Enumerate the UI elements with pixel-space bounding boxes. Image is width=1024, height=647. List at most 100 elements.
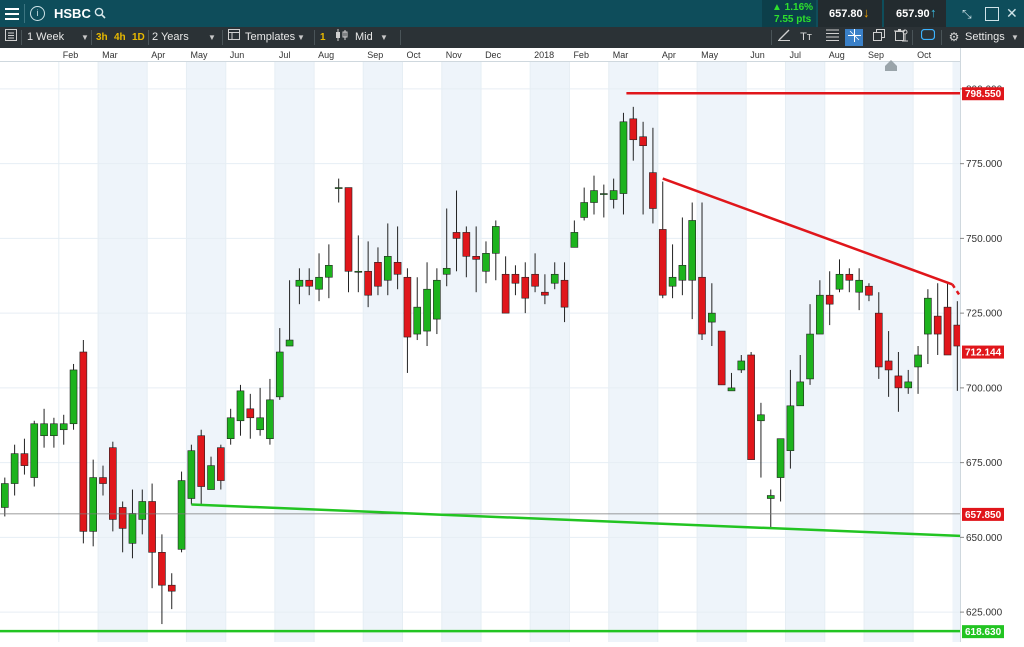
candle-body[interactable] bbox=[884, 360, 893, 371]
candle-body[interactable] bbox=[521, 276, 530, 299]
candle-body[interactable] bbox=[943, 306, 952, 356]
candle-body[interactable] bbox=[609, 190, 618, 200]
candle-body[interactable] bbox=[776, 438, 785, 478]
candle-body[interactable] bbox=[442, 267, 451, 275]
candle-body[interactable] bbox=[403, 276, 412, 338]
candle-body[interactable] bbox=[668, 276, 677, 287]
candle-body[interactable] bbox=[747, 354, 755, 460]
candle-body[interactable] bbox=[462, 232, 471, 257]
candle-body[interactable] bbox=[482, 253, 490, 272]
candle-body[interactable] bbox=[874, 312, 883, 368]
candle-body[interactable] bbox=[600, 193, 608, 195]
search-icon[interactable] bbox=[94, 6, 106, 19]
candle-body[interactable] bbox=[737, 360, 746, 371]
range-select[interactable]: 2 Years ▼ bbox=[152, 27, 218, 48]
candle-body[interactable] bbox=[953, 324, 962, 347]
candle-body[interactable] bbox=[433, 279, 441, 320]
candle-body[interactable] bbox=[904, 381, 913, 389]
candle-body[interactable] bbox=[266, 399, 274, 440]
highlight-icon[interactable] bbox=[919, 28, 937, 46]
candle-body[interactable] bbox=[118, 507, 127, 529]
candle-body[interactable] bbox=[629, 118, 638, 141]
one-button[interactable]: 1 bbox=[320, 32, 326, 43]
candle-body[interactable] bbox=[924, 297, 932, 335]
candle-body[interactable] bbox=[550, 273, 559, 284]
candle-body[interactable] bbox=[501, 273, 510, 314]
candle-body[interactable] bbox=[816, 294, 824, 335]
candle-body[interactable] bbox=[79, 351, 88, 532]
candles-icon[interactable] bbox=[333, 29, 351, 46]
crosshair-icon[interactable] bbox=[845, 29, 863, 46]
candle-body[interactable] bbox=[835, 273, 844, 290]
candle-body[interactable] bbox=[285, 339, 294, 347]
candle-body[interactable] bbox=[0, 483, 9, 508]
candle-body[interactable] bbox=[158, 552, 166, 586]
candle-body[interactable] bbox=[187, 450, 196, 499]
popout-icon[interactable] bbox=[985, 7, 999, 21]
price-type-select[interactable]: Mid ▼ bbox=[355, 27, 395, 48]
candle-body[interactable] bbox=[541, 291, 549, 296]
candle-body[interactable] bbox=[708, 312, 716, 323]
templates-button[interactable]: Templates ▼ bbox=[245, 27, 311, 48]
candle-body[interactable] bbox=[423, 288, 431, 332]
candle-body[interactable] bbox=[688, 220, 697, 281]
home-marker-icon[interactable] bbox=[885, 60, 897, 71]
settings-button[interactable]: Settings bbox=[965, 31, 1005, 43]
candle-body[interactable] bbox=[207, 465, 215, 490]
candle-body[interactable] bbox=[894, 375, 903, 389]
settings-icon[interactable]: ⚙ bbox=[948, 30, 960, 44]
candle-body[interactable] bbox=[50, 423, 58, 437]
candle-body[interactable] bbox=[344, 187, 353, 272]
chart-canvas[interactable]: Feb Mar Apr May Jun Jul Aug Sep Oct Nov Dec 2018 Feb… bbox=[0, 48, 1024, 642]
candle-body[interactable] bbox=[10, 453, 19, 484]
candle-body[interactable] bbox=[796, 381, 805, 407]
sell-price-button[interactable]: 657.80 ↓ bbox=[818, 0, 882, 27]
candle-body[interactable] bbox=[305, 279, 314, 287]
candle-body[interactable] bbox=[619, 121, 628, 194]
candle-body[interactable] bbox=[531, 273, 539, 287]
buy-price-button[interactable]: 657.90 ↑ bbox=[884, 0, 946, 27]
candle-body[interactable] bbox=[89, 477, 97, 532]
symbol-title[interactable]: HSBC bbox=[54, 6, 91, 21]
candle-body[interactable] bbox=[698, 276, 706, 335]
trend-line[interactable] bbox=[662, 177, 953, 286]
candle-body[interactable] bbox=[413, 306, 422, 335]
candle-body[interactable] bbox=[865, 285, 873, 296]
candle-body[interactable] bbox=[639, 136, 647, 147]
candle-body[interactable] bbox=[275, 351, 284, 398]
trend-line[interactable] bbox=[191, 503, 997, 539]
delete-icon[interactable] bbox=[890, 29, 908, 46]
candle-body[interactable] bbox=[806, 333, 814, 380]
interval-select[interactable]: 1 Week ▼ bbox=[27, 27, 89, 48]
candle-body[interactable] bbox=[560, 279, 569, 308]
candle-body[interactable] bbox=[649, 172, 657, 209]
candle-body[interactable] bbox=[295, 279, 304, 287]
timeframe-4h-button[interactable]: 4h bbox=[114, 32, 126, 43]
candle-body[interactable] bbox=[325, 264, 333, 278]
info-icon[interactable]: i bbox=[30, 6, 45, 21]
candle-body[interactable] bbox=[383, 256, 392, 281]
candle-body[interactable] bbox=[30, 423, 39, 478]
timeframe-1d-button[interactable]: 1D bbox=[132, 32, 145, 43]
candle-body[interactable] bbox=[315, 276, 323, 290]
position-tool-icon[interactable] bbox=[896, 29, 914, 46]
candle-body[interactable] bbox=[786, 405, 795, 451]
candle-body[interactable] bbox=[69, 369, 78, 425]
menu-icon[interactable] bbox=[5, 6, 19, 20]
candle-body[interactable] bbox=[491, 226, 500, 254]
text-tool-icon[interactable]: Tᴛ bbox=[800, 31, 812, 43]
candle-body[interactable] bbox=[138, 501, 147, 520]
candle-body[interactable] bbox=[845, 273, 854, 281]
candle-body[interactable] bbox=[757, 414, 765, 422]
candle-body[interactable] bbox=[256, 417, 264, 431]
candle-body[interactable] bbox=[354, 270, 363, 273]
candle-body[interactable] bbox=[334, 187, 343, 189]
candle-body[interactable] bbox=[570, 232, 579, 248]
candle-body[interactable] bbox=[933, 315, 942, 335]
candle-body[interactable] bbox=[472, 256, 480, 260]
candle-body[interactable] bbox=[128, 513, 137, 544]
copy-icon[interactable] bbox=[870, 29, 888, 46]
timeframe-3h-button[interactable]: 3h bbox=[96, 32, 108, 43]
candle-body[interactable] bbox=[678, 264, 687, 281]
candle-body[interactable] bbox=[148, 501, 156, 553]
